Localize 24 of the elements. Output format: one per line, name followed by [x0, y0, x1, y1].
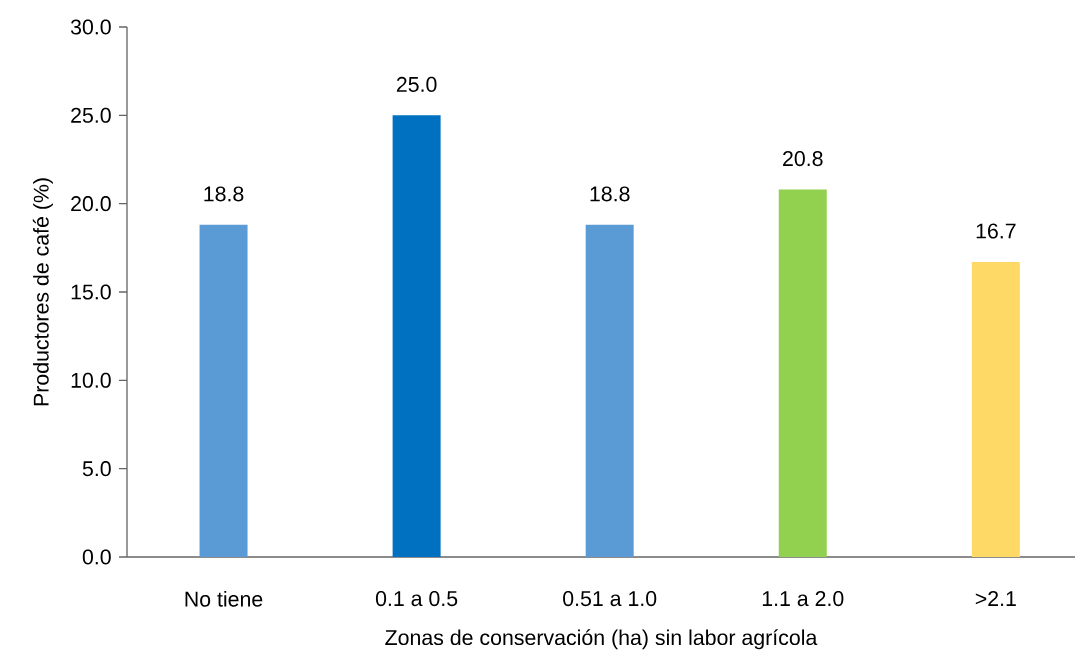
- y-tick-label: 10.0: [71, 372, 111, 388]
- x-axis-title: Zonas de conservación (ha) sin labor agrícola: [385, 629, 818, 650]
- y-tick-label: 20.0: [71, 196, 111, 212]
- y-tick-label: 30.0: [70, 19, 111, 35]
- x-tick-label: 0.51 a 1.0: [563, 591, 657, 607]
- bar: [778, 189, 827, 557]
- data-label: 18.8: [204, 186, 244, 202]
- x-tick-label: >2.1: [975, 591, 1016, 606]
- data-label: 20.8: [783, 151, 823, 167]
- y-tick-label: 25.0: [71, 107, 111, 123]
- data-label: 16.7: [976, 223, 1016, 239]
- y-tick-label: 5.0: [82, 461, 111, 477]
- x-tick-label: 0.1 a 0.5: [375, 591, 458, 607]
- bar: [199, 224, 248, 557]
- y-tick-label: 15.0: [71, 284, 111, 300]
- data-label: 18.8: [590, 186, 630, 202]
- y-tick-label: 0.0: [82, 549, 111, 565]
- y-axis-title: Productores de café (%): [32, 178, 53, 406]
- x-tick-label: 1.1 a 2.0: [762, 591, 844, 607]
- bar: [585, 224, 634, 557]
- bar: [971, 261, 1020, 557]
- bar: [392, 115, 441, 557]
- x-tick-label: No tiene: [185, 591, 263, 607]
- data-label: 25.0: [396, 76, 437, 92]
